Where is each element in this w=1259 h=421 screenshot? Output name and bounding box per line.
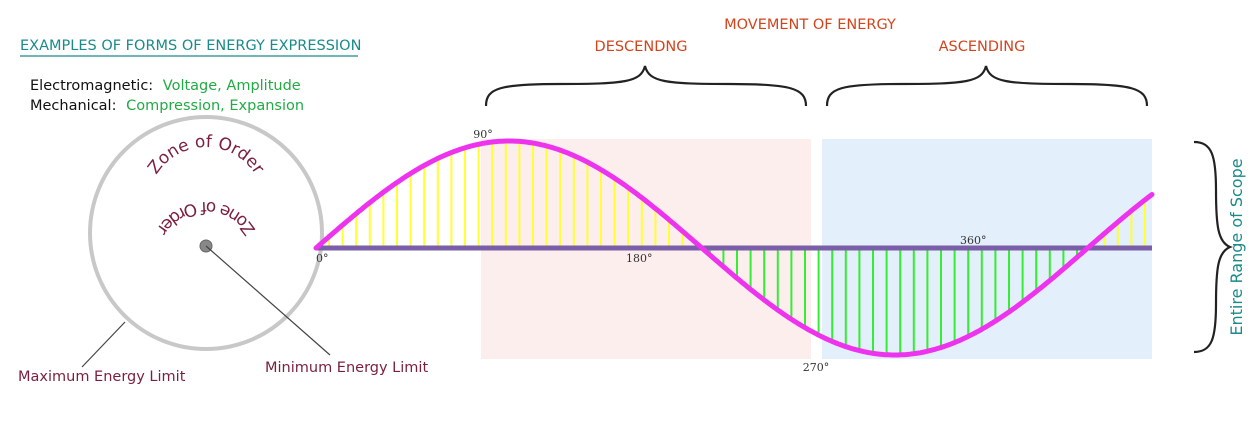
scope-brace [1193,140,1233,354]
example-electromagnetic: Electromagnetic: Voltage, Amplitude [30,78,301,94]
scope-label: Entire Range of Scope [1227,158,1246,335]
max-energy-circle [88,115,324,351]
descending-brace [484,65,808,107]
example-category: Electromagnetic: [30,78,153,94]
ascending-label: ASCENDING [939,39,1026,55]
example-category: Mechanical: [30,98,116,114]
ascending-brace [825,65,1149,107]
degree-270-label: 270° [803,361,830,374]
example-mechanical: Mechanical: Compression, Expansion [30,98,304,114]
degree-360-label: 360° [960,234,987,247]
example-terms: Voltage, Amplitude [163,78,301,94]
max-limit-leader [81,321,126,368]
heading-title: EXAMPLES OF FORMS OF ENERGY EXPRESSION [20,38,361,54]
degree-180-label: 180° [626,252,653,265]
descending-label: DESCENDNG [595,39,688,55]
sine-wave-curve [313,138,1155,358]
degree-90-label: 90° [473,128,493,141]
example-terms: Compression, Expansion [126,98,304,114]
max-energy-label: Maximum Energy Limit [18,369,186,385]
movement-title: MOVEMENT OF ENERGY [724,17,896,33]
min-energy-label: Minimum Energy Limit [265,360,428,376]
degree-0-label: 0° [316,252,329,265]
min-limit-leader [205,245,331,356]
wave-stripes [328,141,1146,355]
